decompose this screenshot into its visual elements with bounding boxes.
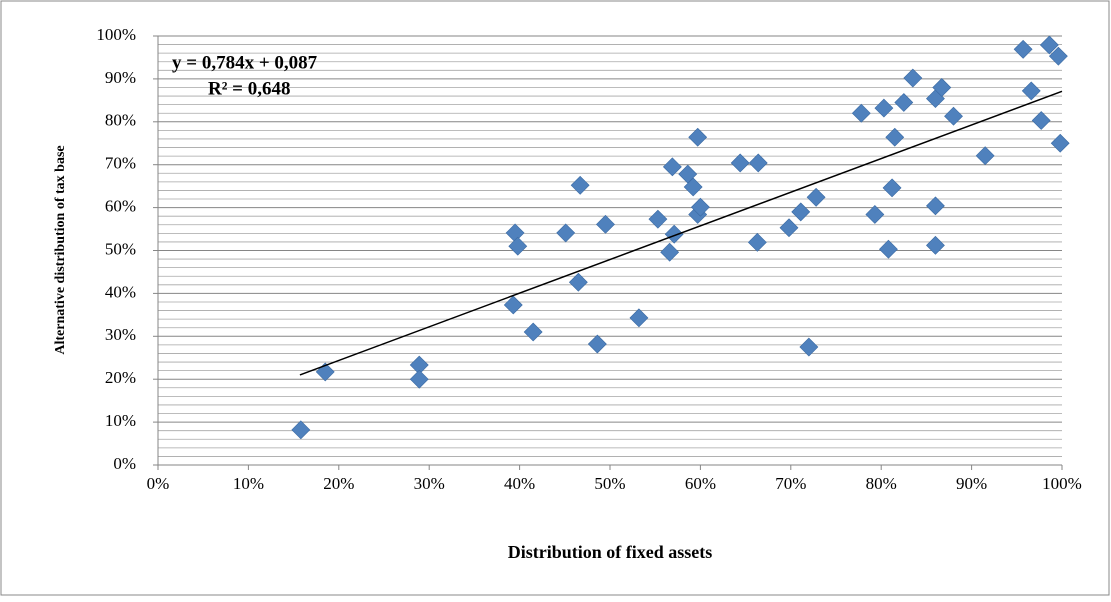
- point: [662, 157, 682, 177]
- point: [629, 308, 649, 328]
- point: [568, 272, 588, 292]
- point: [944, 106, 963, 126]
- point: [851, 103, 871, 123]
- point: [508, 236, 528, 256]
- point: [596, 214, 615, 234]
- point: [874, 98, 894, 118]
- point: [926, 196, 945, 216]
- y-tick-label: 100%: [96, 25, 136, 44]
- equation-label: y = 0,784x + 0,087: [172, 52, 318, 73]
- point: [806, 187, 826, 207]
- point: [291, 420, 311, 440]
- x-tick-label: 70%: [775, 474, 806, 493]
- point: [688, 127, 708, 147]
- point: [1048, 46, 1068, 66]
- point: [903, 68, 923, 88]
- point: [932, 78, 952, 97]
- x-tick-label: 50%: [594, 474, 625, 493]
- point: [664, 224, 684, 244]
- point: [523, 322, 543, 342]
- y-tick-label: 10%: [105, 411, 136, 430]
- point: [648, 209, 668, 229]
- point: [1039, 35, 1059, 55]
- point: [791, 202, 811, 222]
- point: [748, 153, 768, 173]
- point: [690, 197, 710, 217]
- y-axis-title: Alternative distribution of tax base: [53, 145, 68, 354]
- x-tick-label: 80%: [866, 474, 897, 493]
- x-tick-label: 60%: [685, 474, 716, 493]
- point: [503, 295, 523, 315]
- x-tick-label: 100%: [1042, 474, 1082, 493]
- point: [882, 178, 902, 198]
- point: [879, 239, 898, 259]
- y-tick-label: 0%: [113, 454, 136, 473]
- point: [683, 177, 703, 197]
- point: [865, 205, 885, 224]
- point: [747, 232, 767, 252]
- point: [799, 337, 819, 357]
- y-tick-label: 30%: [105, 325, 136, 344]
- point: [587, 334, 607, 354]
- point: [730, 153, 750, 173]
- trendline: [299, 90, 1063, 376]
- point: [1050, 133, 1070, 153]
- y-tick-label: 70%: [105, 154, 136, 173]
- point: [1031, 111, 1051, 130]
- point: [1021, 81, 1041, 101]
- point: [779, 218, 799, 238]
- x-tick-label: 0%: [147, 474, 170, 493]
- y-tick-label: 90%: [105, 68, 136, 87]
- y-tick-label: 60%: [105, 197, 136, 216]
- x-tick-label: 90%: [956, 474, 987, 493]
- x-tick-label: 20%: [323, 474, 354, 493]
- point: [885, 127, 905, 147]
- point: [570, 175, 590, 195]
- point: [409, 369, 429, 389]
- point: [1013, 39, 1033, 59]
- x-tick-label: 40%: [504, 474, 535, 493]
- y-tick-label: 50%: [105, 239, 136, 258]
- y-tick-label: 20%: [105, 368, 136, 387]
- x-tick-label: 10%: [233, 474, 264, 493]
- point: [975, 146, 995, 166]
- point: [926, 235, 945, 255]
- x-axis-title: Distribution of fixed assets: [508, 542, 713, 562]
- r-squared-label: R² = 0,648: [208, 78, 291, 99]
- point: [556, 223, 576, 243]
- y-tick-label: 40%: [105, 282, 136, 301]
- y-tick-label: 80%: [105, 111, 136, 130]
- x-tick-label: 30%: [414, 474, 445, 493]
- point: [660, 242, 680, 262]
- point: [894, 93, 914, 112]
